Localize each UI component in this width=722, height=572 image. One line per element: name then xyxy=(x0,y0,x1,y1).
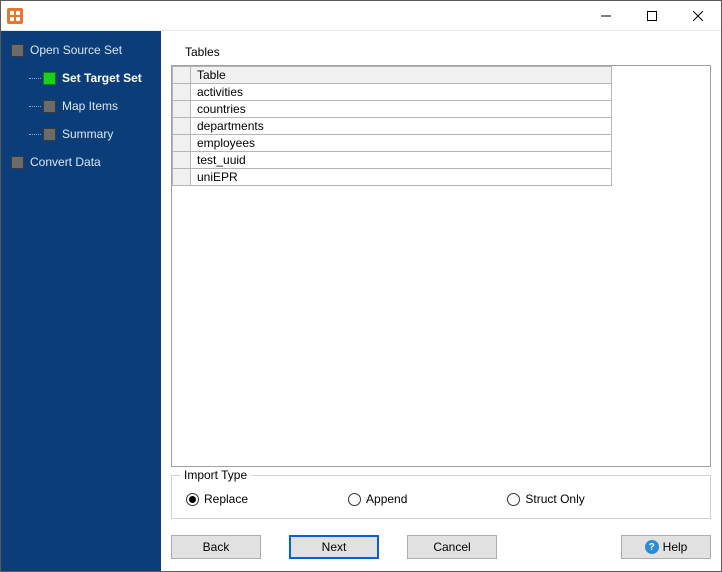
wizard-step-summary[interactable]: Summary xyxy=(1,123,161,145)
step-indicator-icon xyxy=(11,156,24,169)
close-button[interactable] xyxy=(675,1,721,30)
import-type-legend: Import Type xyxy=(180,468,251,482)
import-type-option-append[interactable]: Append xyxy=(348,492,407,506)
help-button[interactable]: ? Help xyxy=(621,535,711,559)
radio-label: Replace xyxy=(204,492,248,506)
next-button-label: Next xyxy=(322,540,347,554)
table-row[interactable]: test_uuid xyxy=(173,152,612,169)
table-cell[interactable]: employees xyxy=(191,135,612,152)
import-type-option-struct-only[interactable]: Struct Only xyxy=(507,492,584,506)
step-label: Map Items xyxy=(62,99,118,113)
wizard-button-bar: Back Next Cancel ? Help xyxy=(161,525,721,571)
table-cell[interactable]: departments xyxy=(191,118,612,135)
wizard-step-set-target-set[interactable]: Set Target Set xyxy=(1,67,161,89)
back-button-label: Back xyxy=(203,540,230,554)
radio-icon xyxy=(507,493,520,506)
table-cell[interactable]: test_uuid xyxy=(191,152,612,169)
wizard-step-map-items[interactable]: Map Items xyxy=(1,95,161,117)
table-row[interactable]: employees xyxy=(173,135,612,152)
wizard-step-open-source-set[interactable]: Open Source Set xyxy=(1,39,161,61)
window-controls xyxy=(583,1,721,30)
maximize-button[interactable] xyxy=(629,1,675,30)
title-bar xyxy=(1,1,721,31)
app-icon xyxy=(7,8,23,24)
table-cell[interactable]: uniEPR xyxy=(191,169,612,186)
row-handle[interactable] xyxy=(173,118,191,135)
step-indicator-icon xyxy=(43,100,56,113)
tables-grid[interactable]: Table activitiescountriesdepartmentsempl… xyxy=(172,66,612,186)
step-label: Open Source Set xyxy=(30,43,122,57)
help-button-label: Help xyxy=(663,540,688,554)
step-label: Set Target Set xyxy=(62,71,142,85)
row-handle[interactable] xyxy=(173,135,191,152)
table-row[interactable]: departments xyxy=(173,118,612,135)
main-panel: Tables Table activitiescountriesdepartme… xyxy=(161,31,721,571)
minimize-button[interactable] xyxy=(583,1,629,30)
table-cell[interactable]: activities xyxy=(191,84,612,101)
row-handle[interactable] xyxy=(173,169,191,186)
next-button[interactable]: Next xyxy=(289,535,379,559)
back-button[interactable]: Back xyxy=(171,535,261,559)
cancel-button-label: Cancel xyxy=(433,540,470,554)
row-handle[interactable] xyxy=(173,152,191,169)
import-type-group: Import Type ReplaceAppendStruct Only xyxy=(171,475,711,519)
table-corner-cell xyxy=(173,67,191,84)
tables-section-label: Tables xyxy=(171,41,711,65)
help-icon: ? xyxy=(645,540,659,554)
wizard-steps-sidebar: Open Source Set Set Target Set Map Items Su… xyxy=(1,31,161,571)
import-type-option-replace[interactable]: Replace xyxy=(186,492,248,506)
tables-frame: Table activitiescountriesdepartmentsempl… xyxy=(171,65,711,467)
table-row[interactable]: countries xyxy=(173,101,612,118)
step-label: Convert Data xyxy=(30,155,101,169)
row-handle[interactable] xyxy=(173,84,191,101)
step-label: Summary xyxy=(62,127,113,141)
radio-label: Append xyxy=(366,492,407,506)
radio-icon xyxy=(186,493,199,506)
cancel-button[interactable]: Cancel xyxy=(407,535,497,559)
table-row[interactable]: activities xyxy=(173,84,612,101)
table-row[interactable]: uniEPR xyxy=(173,169,612,186)
table-cell[interactable]: countries xyxy=(191,101,612,118)
step-indicator-icon xyxy=(43,128,56,141)
wizard-window: Open Source Set Set Target Set Map Items Su… xyxy=(0,0,722,572)
radio-label: Struct Only xyxy=(525,492,584,506)
step-indicator-icon xyxy=(43,72,56,85)
row-handle[interactable] xyxy=(173,101,191,118)
radio-icon xyxy=(348,493,361,506)
step-indicator-icon xyxy=(11,44,24,57)
table-column-header[interactable]: Table xyxy=(191,67,612,84)
wizard-step-convert-data[interactable]: Convert Data xyxy=(1,151,161,173)
